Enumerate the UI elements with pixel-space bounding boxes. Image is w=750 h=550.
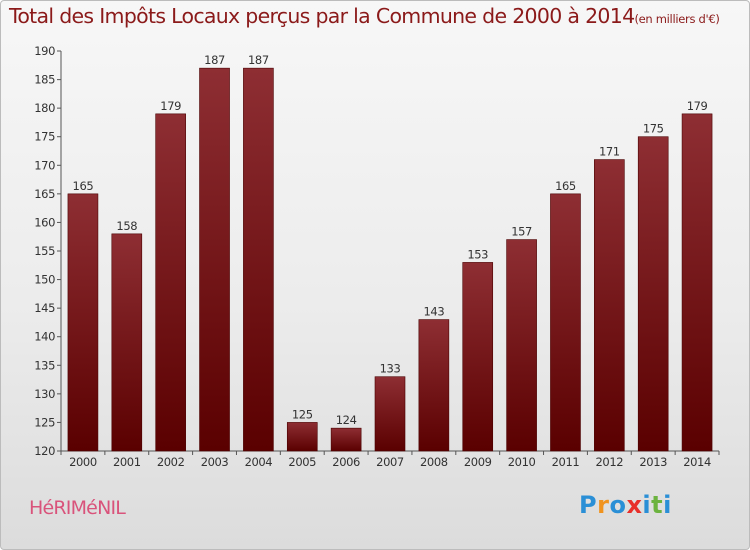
- y-tick-label: 175: [34, 130, 55, 144]
- data-label-2001: 158: [116, 219, 137, 233]
- commune-name: HéRIMéNIL: [29, 497, 126, 519]
- x-tick-label-2000: 2000: [69, 455, 97, 469]
- chart-title-block: Total des Impôts Locaux perçus par la Co…: [9, 4, 720, 28]
- x-tick-label-2014: 2014: [683, 455, 711, 469]
- bar-2006: [330, 427, 362, 452]
- logo-letter: x: [626, 491, 643, 519]
- proxiti-logo: Proxiti: [579, 491, 672, 519]
- data-label-2012: 171: [599, 145, 620, 159]
- logo-letter: r: [597, 491, 610, 519]
- x-tick-label-2013: 2013: [639, 455, 667, 469]
- x-tick-label-2006: 2006: [332, 455, 360, 469]
- data-label-2007: 133: [380, 362, 401, 376]
- y-tick-label: 185: [34, 73, 55, 87]
- x-tick-label-2005: 2005: [288, 455, 316, 469]
- data-label-2002: 179: [160, 99, 181, 113]
- data-label-2004: 187: [248, 53, 269, 67]
- logo-letter: i: [663, 491, 672, 519]
- y-tick-label: 135: [34, 358, 55, 372]
- x-tick-label-2008: 2008: [420, 455, 448, 469]
- data-label-2005: 125: [292, 407, 313, 421]
- bar-2007: [374, 376, 406, 452]
- bar-2011: [550, 193, 581, 452]
- x-tick-label-2002: 2002: [157, 455, 185, 469]
- bar-2002: [155, 113, 186, 452]
- bar-2000: [67, 193, 99, 452]
- logo-letter: t: [651, 491, 664, 519]
- bar-2009: [462, 262, 494, 452]
- y-tick-label: 130: [34, 387, 55, 401]
- data-label-2011: 165: [555, 179, 576, 193]
- x-tick-label-2003: 2003: [201, 455, 229, 469]
- data-label-2009: 153: [467, 247, 488, 261]
- y-tick-label: 165: [34, 187, 55, 201]
- data-label-2003: 187: [204, 53, 225, 67]
- bar-2001: [111, 233, 143, 452]
- x-tick-label-2007: 2007: [376, 455, 404, 469]
- logo-letter: i: [642, 491, 652, 519]
- bar-2004: [243, 67, 274, 452]
- chart-data-labels: 165 158 179 187 187 125 124 133 143 153 157 165 171 1…: [73, 53, 708, 427]
- data-label-2000: 165: [73, 179, 94, 193]
- bar-2014: [681, 113, 713, 452]
- logo-letter: o: [609, 491, 627, 519]
- bar-2012: [594, 159, 625, 452]
- bar-2003: [199, 67, 230, 452]
- x-tick-label-2011: 2011: [552, 455, 580, 469]
- x-tick-label-2009: 2009: [464, 455, 492, 469]
- x-tick-label-2010: 2010: [508, 455, 536, 469]
- chart-axes: 120 125 130 135 140 145 150 155 160 165 170 175 180 1…: [34, 44, 720, 469]
- y-tick-label: 120: [34, 444, 55, 458]
- bar-2010: [506, 239, 537, 452]
- x-tick-label-2001: 2001: [113, 455, 141, 469]
- bar-2005: [286, 422, 318, 452]
- data-label-2010: 157: [511, 225, 532, 239]
- y-tick-label: 160: [34, 215, 55, 229]
- y-tick-label: 180: [34, 101, 55, 115]
- chart-unit: (en milliers d'€): [634, 12, 720, 26]
- y-tick-label: 170: [34, 158, 55, 172]
- y-tick-label: 140: [34, 330, 55, 344]
- logo-letter: P: [579, 491, 598, 519]
- y-tick-label: 190: [34, 44, 55, 58]
- data-label-2008: 143: [423, 305, 444, 319]
- data-label-2014: 179: [687, 99, 708, 113]
- y-tick-label: 145: [34, 301, 55, 315]
- y-tick-label: 150: [34, 273, 55, 287]
- x-tick-label-2012: 2012: [595, 455, 623, 469]
- y-tick-label: 155: [34, 244, 55, 258]
- chart-bars: [67, 67, 713, 452]
- bar-2008: [418, 319, 450, 452]
- bar-2013: [637, 136, 669, 452]
- y-tick-label: 125: [34, 415, 55, 429]
- data-label-2006: 124: [336, 413, 357, 427]
- x-tick-label-2004: 2004: [245, 455, 273, 469]
- data-label-2013: 175: [643, 122, 664, 136]
- chart-title: Total des Impôts Locaux perçus par la Co…: [9, 4, 635, 28]
